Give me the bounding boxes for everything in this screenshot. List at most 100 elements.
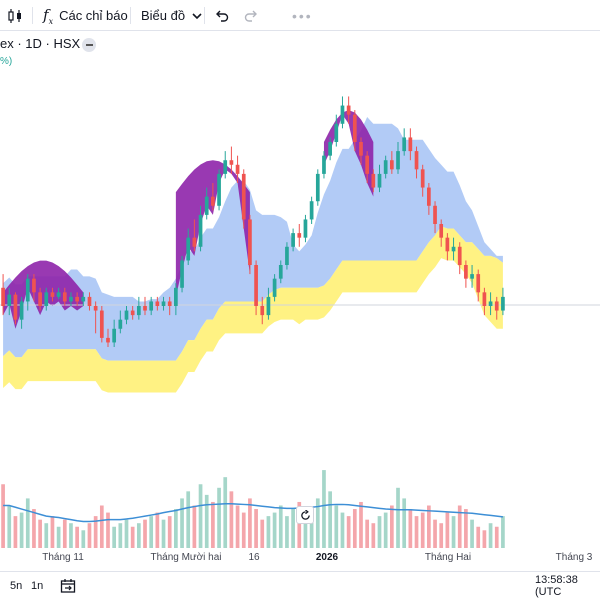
- chart-type-dropdown[interactable]: Biểu đồ: [141, 0, 203, 31]
- volume-bar: [149, 516, 154, 548]
- volume-bar: [414, 516, 419, 548]
- candle-body: [266, 296, 271, 316]
- candle-body: [198, 214, 203, 247]
- volume-bar: [25, 498, 30, 548]
- candle-body: [383, 160, 388, 174]
- candle-body: [81, 296, 86, 302]
- volume-bar: [130, 526, 135, 548]
- volume-bar: [136, 523, 141, 548]
- volume-bar: [266, 516, 271, 548]
- candle-body: [272, 278, 277, 297]
- candle-body: [389, 160, 394, 170]
- candle-body: [291, 233, 295, 247]
- volume-bar: [309, 516, 314, 548]
- candle-body: [488, 301, 493, 306]
- volume-bar: [106, 512, 110, 548]
- volume-bar: [377, 516, 382, 548]
- candle-body: [248, 219, 252, 265]
- candle-body: [186, 237, 191, 261]
- minus-icon: [85, 44, 93, 46]
- volume-bar: [124, 519, 129, 548]
- candle-body: [229, 160, 234, 165]
- volume-bar: [13, 516, 18, 548]
- volume-bar: [99, 505, 104, 548]
- volume-bar: [93, 516, 98, 548]
- change-fragment: %): [0, 56, 13, 67]
- candle-body: [167, 301, 172, 306]
- candle-body: [19, 301, 24, 320]
- undo-button[interactable]: [214, 0, 230, 31]
- candle-body: [470, 274, 474, 279]
- candle-body: [130, 310, 135, 316]
- more-dots-icon[interactable]: •••: [292, 7, 313, 24]
- candle-body: [223, 160, 228, 174]
- volume-bar: [482, 530, 487, 548]
- candle-body: [402, 137, 407, 152]
- candle-body: [25, 278, 30, 302]
- candle-body: [38, 292, 42, 306]
- candle-body: [315, 173, 320, 202]
- candle-body: [174, 287, 178, 306]
- range-1n-button[interactable]: 1n: [31, 572, 43, 600]
- volume-bar: [488, 523, 493, 548]
- volume-bar: [445, 512, 450, 548]
- volume-bar: [322, 470, 326, 548]
- candle-body: [192, 237, 197, 247]
- indicators-label: Các chỉ báo: [59, 8, 128, 23]
- range-5n-button[interactable]: 5n: [10, 572, 22, 600]
- volume-bar: [427, 505, 431, 548]
- candle-body: [433, 205, 437, 224]
- volume-bar: [50, 516, 55, 548]
- indicators-button[interactable]: fx Các chỉ báo: [43, 0, 128, 31]
- volume-bar: [352, 509, 357, 548]
- volume-bar: [223, 477, 228, 548]
- collapse-legend-button[interactable]: [82, 38, 96, 52]
- volume-bar: [161, 519, 166, 548]
- volume-bar: [75, 526, 79, 548]
- clock-timezone[interactable]: 13:58:38 (UTC: [535, 572, 600, 600]
- volume-bar: [81, 530, 86, 548]
- volume-bar: [44, 523, 49, 548]
- candle-body: [346, 105, 351, 115]
- candle-body: [464, 265, 468, 279]
- candle-body: [13, 294, 18, 320]
- volume-bar: [260, 519, 265, 548]
- candle-body: [62, 292, 67, 302]
- candle-body: [427, 187, 431, 206]
- volume-bar: [470, 519, 474, 548]
- volume-bar: [451, 516, 456, 548]
- volume-bar: [7, 505, 12, 548]
- candle-body: [112, 328, 117, 343]
- bottom-toolbar: 5n 1n 13:58:38 (UTC: [0, 571, 600, 600]
- candle-body: [118, 319, 123, 329]
- time-tick: 2026: [315, 552, 339, 563]
- price-chart[interactable]: [0, 0, 600, 570]
- volume-bar: [285, 516, 289, 548]
- candle-body: [420, 169, 425, 188]
- candle-body: [352, 114, 357, 142]
- candle-body: [285, 246, 289, 265]
- volume-bar: [494, 526, 499, 548]
- calendar-arrow-icon: [60, 579, 76, 593]
- volume-bar: [118, 523, 123, 548]
- reset-chart-button[interactable]: [296, 506, 314, 524]
- volume-bar: [217, 487, 221, 548]
- candle-body: [217, 173, 221, 206]
- time-tick: Tháng 11: [42, 552, 84, 563]
- redo-button[interactable]: [243, 0, 259, 31]
- goto-date-button[interactable]: [60, 572, 77, 600]
- volume-bar: [334, 505, 339, 548]
- candle-body: [106, 337, 110, 343]
- candles-type-icon[interactable]: [7, 0, 23, 31]
- reset-icon: [300, 509, 310, 520]
- candle-body: [476, 274, 481, 293]
- candle-body: [136, 306, 141, 316]
- candle-body: [451, 246, 456, 252]
- time-axis[interactable]: Tháng 11 Tháng Mười hai 16 2026 Tháng Ha…: [0, 548, 600, 570]
- candle-body: [365, 155, 370, 174]
- candle-body: [482, 292, 487, 306]
- time-tick: Tháng 3: [555, 552, 593, 563]
- volume-ma-line: [3, 502, 504, 523]
- candle-body: [7, 294, 12, 306]
- candle-body: [99, 310, 104, 338]
